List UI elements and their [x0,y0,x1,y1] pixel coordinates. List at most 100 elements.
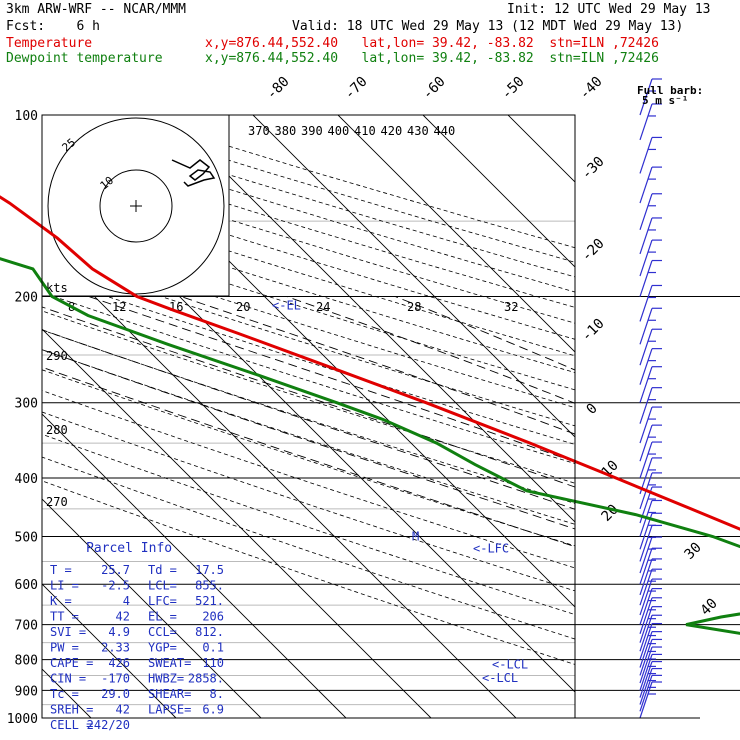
temperature-legend: Temperature [6,36,93,51]
temp-axis-label: -70 [342,74,371,103]
wind-barb [639,136,662,174]
wind-barb [639,638,662,676]
level-marker-label: <-LFC [473,541,509,555]
dry-adiabat [42,329,575,504]
init-time: Init: 12 UTC Wed 29 May 13 [507,2,711,17]
theta-top-label: 370 [248,124,270,138]
wind-barb-staff [639,193,653,230]
wind-barb-staff [639,646,653,684]
parcel-info-value: 521. [195,594,224,608]
dewpoint-legend: Dewpoint temperature [6,51,163,66]
wind-barb-staff [639,623,653,660]
pressure-label-200: 200 [15,291,38,306]
parcel-info-key: CCL= [148,625,177,639]
wind-barb [639,524,662,562]
theta-top-label: 440 [434,124,456,138]
speed-scale-label: 20 [236,300,250,314]
parcel-info-value: 42 [116,703,130,717]
theta-top-label: 410 [354,124,376,138]
parcel-info-key: LAPSE= [148,703,191,717]
dry-adiabat [42,411,575,592]
isotherm-line [593,115,740,718]
pressure-label-100: 100 [15,109,38,124]
theta-left-label: 270 [46,495,68,509]
theta-top-label: 390 [301,124,323,138]
isotherm-line [42,243,517,718]
wind-barb [639,387,662,424]
parcel-info-title: Parcel Info [86,541,172,556]
wind-barb-staff [639,536,653,574]
wind-barb [639,578,662,616]
temp-axis-label: 40 [698,596,721,619]
hodograph-ring-inner [99,169,173,243]
parcel-info-key: HWBZ= [148,672,184,686]
wind-barb-staff [639,285,653,322]
parcel-info-key: CELL = [50,718,93,732]
wind-barb-staff [639,548,653,585]
parcel-info-value: 2858. [188,672,224,686]
wind-barb-staff [639,568,653,606]
pressure-label-900: 900 [15,684,38,699]
parcel-info-key: LI = [50,579,79,593]
wind-barb-staff [639,217,653,255]
hodograph-trace [171,159,216,187]
wind-barb [639,217,662,255]
wind-barb-staff [639,606,653,643]
parcel-info-key: Td = [148,563,177,577]
wind-barb-staff [639,366,653,403]
parcel-info-value: 110 [202,656,224,670]
parcel-info-key: CAPE = [50,656,93,670]
level-marker-label: <-LCL [492,657,528,671]
wind-barb [639,681,662,719]
wind-barb-staff [639,668,653,705]
dry-adiabat [42,292,575,464]
speed-scale-label: 32 [504,300,518,314]
pressure-label-800: 800 [15,654,38,669]
wind-barb [639,536,662,574]
wind-barb-staff [639,260,653,297]
parcel-info-value: 812. [195,625,224,639]
wind-barb-staff [639,424,653,462]
parcel-info-key: SWEAT= [148,656,191,670]
parcel-info-value: 4 [123,594,130,608]
parcel-info-key: SVI = [50,625,86,639]
wind-barb-staff [639,329,653,366]
parcel-info-key: YGP= [148,641,177,655]
parcel-info-value: 25.7 [101,563,130,577]
theta-left-label: 280 [46,423,68,437]
temp-axis-label: 30 [682,540,705,563]
parcel-info-value: 4.9 [108,625,130,639]
wind-barb-staff [639,239,653,277]
parcel-info-value: 29.0 [101,687,130,701]
parcel-info-value: 855. [195,579,224,593]
pressure-label-500: 500 [15,530,38,545]
isotherm-line [42,498,262,718]
barb-legend-title: Full barb: [637,84,703,97]
parcel-info-key: CIN = [50,672,86,686]
parcel-info-value: -170 [101,672,130,686]
wind-barb-staff [639,525,653,562]
dry-adiabat [42,190,575,357]
wind-barb [639,558,662,596]
wind-barb [639,646,662,684]
parcel-info-key: TT = [50,610,79,624]
wind-barb [639,406,662,444]
level-marker-label: <-EL [272,298,301,312]
forecast-hour: Fcst: 6 h [6,19,100,34]
wind-barb-staff [639,615,653,652]
mixed-layer-marker: M [412,529,419,543]
wind-barb-staff [639,103,653,141]
wind-barb-staff [639,661,653,698]
temperature-location: x,y=876.44,552.40 lat,lon= 39.42, -83.82… [205,36,659,51]
temp-axis-label: -10 [579,316,608,345]
wind-barb-staff [639,631,653,668]
wind-barb-staff [639,406,653,444]
wind-barb [639,441,662,479]
wind-barb [639,614,662,652]
hodograph-unit-label: kts [46,281,68,295]
dry-adiabat [42,206,575,374]
parcel-info-value: 0.1 [202,641,224,655]
valid-time: Valid: 18 UTC Wed 29 May 13 (12 MDT Wed … [292,19,684,34]
temp-axis-label: -40 [577,74,606,103]
